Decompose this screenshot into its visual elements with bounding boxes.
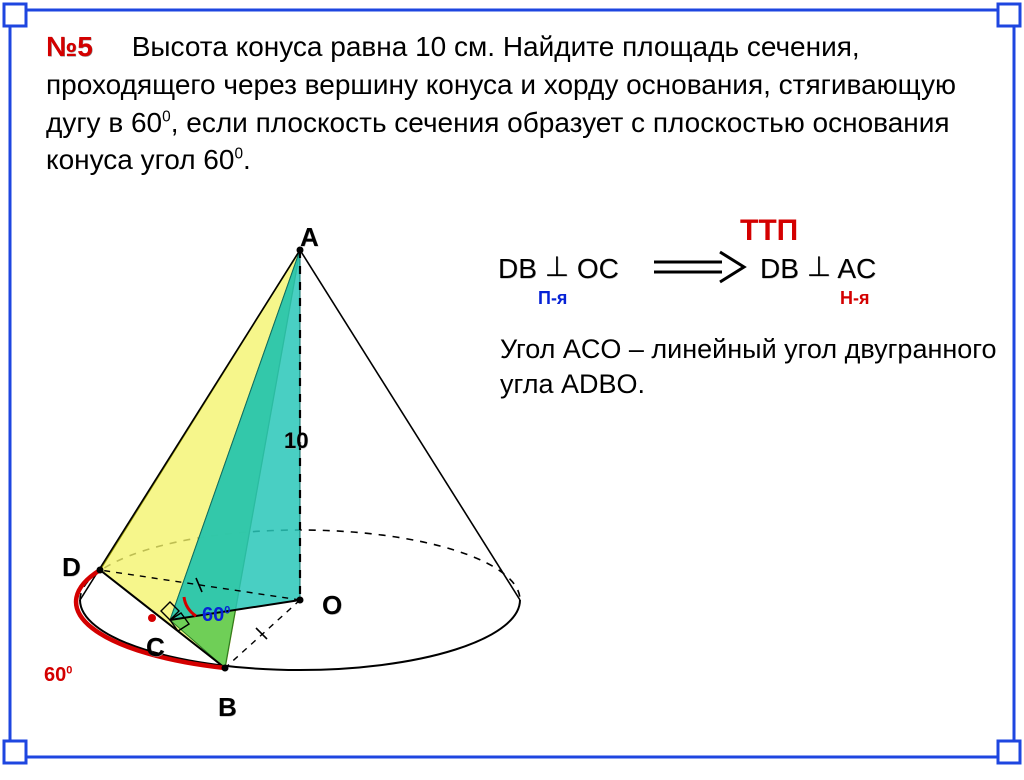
deg-sup-2: 0 [234, 146, 243, 163]
problem-body-2: , если плоскость сечения образует с плос… [46, 107, 950, 176]
angle-60-c-val: 60 [202, 604, 224, 626]
implies-arrow [648, 244, 748, 306]
problem-text: №5 Высота конуса равна 10 см. Найдите пл… [46, 28, 986, 179]
label-A: A [300, 222, 319, 253]
rel2-op: ⊥ [807, 250, 831, 283]
label-O: O [322, 590, 342, 621]
cone-diagram [20, 220, 580, 780]
ttp-label: ТТП [740, 214, 798, 248]
angle-60-arc-val: 60 [44, 664, 66, 686]
height-label: 10 [284, 428, 308, 454]
problem-number: №5 [46, 31, 93, 62]
relation-2: DB ⊥ AC [760, 252, 876, 285]
label-B: B [218, 692, 237, 723]
deg-sup-1: 0 [162, 108, 171, 125]
rel1-rhs: OC [577, 253, 619, 284]
angle-60-c: 600 [202, 604, 230, 627]
label-D: D [62, 552, 81, 583]
rel2-lhs: DB [760, 253, 799, 284]
angle-60-arc: 600 [44, 664, 72, 687]
n-ya-label: Н-я [840, 288, 870, 309]
label-C: C [146, 632, 165, 663]
problem-period: . [243, 144, 251, 175]
angle-60-c-sup: 0 [224, 604, 230, 616]
rel2-rhs: AC [837, 253, 876, 284]
angle-60-arc-sup: 0 [66, 664, 72, 676]
